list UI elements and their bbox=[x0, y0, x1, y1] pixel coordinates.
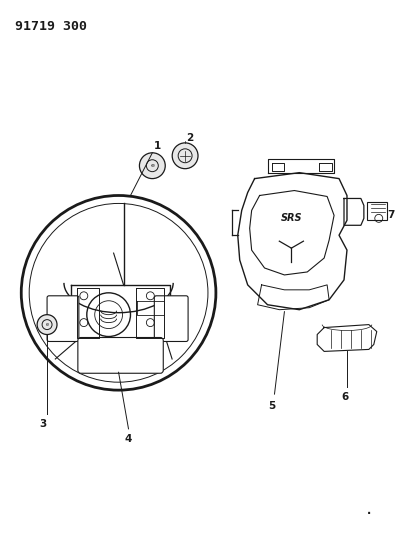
Text: SRS: SRS bbox=[280, 213, 302, 223]
Circle shape bbox=[37, 314, 57, 335]
Circle shape bbox=[172, 143, 198, 168]
Text: 91719 300: 91719 300 bbox=[15, 20, 87, 33]
FancyBboxPatch shape bbox=[366, 203, 386, 220]
Text: 1: 1 bbox=[153, 141, 160, 151]
Text: e: e bbox=[150, 163, 154, 168]
Circle shape bbox=[139, 153, 165, 179]
Text: e: e bbox=[45, 322, 49, 327]
Text: 6: 6 bbox=[340, 392, 348, 402]
Text: 5: 5 bbox=[267, 401, 274, 411]
Text: 4: 4 bbox=[124, 434, 132, 444]
FancyBboxPatch shape bbox=[78, 337, 163, 373]
FancyBboxPatch shape bbox=[47, 296, 79, 342]
Text: 7: 7 bbox=[386, 211, 393, 220]
Text: 2: 2 bbox=[186, 133, 193, 143]
Text: .: . bbox=[365, 499, 371, 518]
FancyBboxPatch shape bbox=[154, 296, 188, 342]
Text: 3: 3 bbox=[39, 419, 47, 429]
